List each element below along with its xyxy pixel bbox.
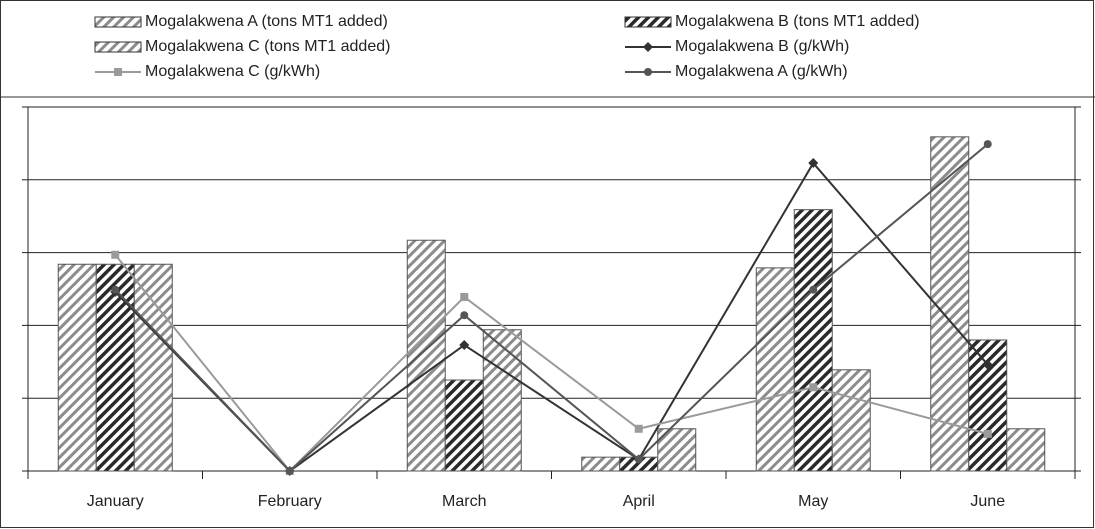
legend-swatch (94, 16, 142, 28)
x-tick-label: May (798, 493, 828, 510)
marker (644, 68, 652, 76)
marker (111, 285, 120, 294)
bar (133, 263, 173, 472)
line-series (114, 254, 989, 473)
bar (444, 379, 484, 472)
marker (114, 68, 122, 76)
marker (808, 158, 819, 169)
legend-label: Mogalakwena C (tons MT1 added) (145, 38, 390, 55)
bar (831, 369, 871, 472)
legend-label: Mogalakwena B (tons MT1 added) (675, 13, 920, 30)
marker (809, 285, 818, 294)
marker (634, 424, 643, 433)
x-tick-label: March (442, 493, 486, 510)
legend-label: Mogalakwena B (g/kWh) (675, 38, 849, 55)
bar (968, 339, 1008, 472)
bar (482, 329, 522, 472)
marker (459, 340, 470, 351)
bar (793, 209, 833, 472)
marker (983, 140, 992, 149)
bar (406, 239, 446, 472)
legend-label: Mogalakwena A (tons MT1 added) (145, 13, 388, 30)
x-tick-label: January (87, 493, 144, 510)
legend-label: Mogalakwena A (g/kWh) (675, 63, 848, 80)
legend-label: Mogalakwena C (g/kWh) (145, 63, 320, 80)
marker (982, 359, 993, 370)
x-tick-label: February (258, 493, 322, 510)
bar (1006, 428, 1046, 472)
bar (930, 136, 970, 472)
marker (983, 429, 992, 438)
marker (809, 383, 818, 392)
legend-swatch (624, 16, 672, 28)
marker (634, 455, 643, 464)
marker (285, 467, 294, 475)
bar (95, 263, 135, 472)
marker (643, 42, 653, 52)
bar (581, 456, 621, 472)
marker (111, 250, 120, 259)
marker (460, 293, 469, 302)
line-series (114, 143, 989, 473)
bar (755, 267, 795, 472)
legend-swatch (94, 41, 142, 53)
marker (460, 311, 469, 320)
x-tick-label: April (623, 493, 655, 510)
x-tick-label: June (970, 493, 1005, 510)
bar (57, 263, 97, 472)
